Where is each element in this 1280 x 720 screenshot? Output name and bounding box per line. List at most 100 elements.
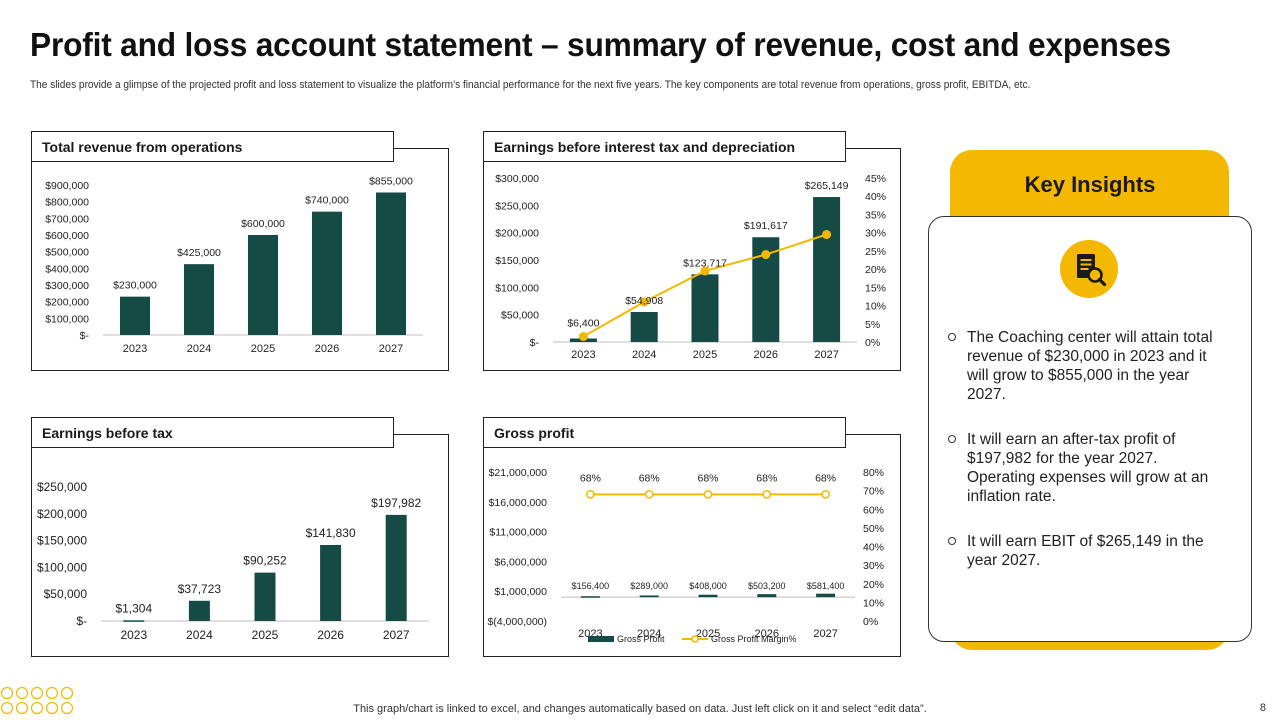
x-tick-label: 2024 <box>186 628 213 642</box>
bar-data-label: $123,717 <box>683 257 727 269</box>
legend-swatch-gross-profit <box>588 636 614 642</box>
y-tick-label: $250,000 <box>495 200 539 212</box>
bar-2026 <box>312 211 342 335</box>
bar-2027 <box>813 197 841 342</box>
bar-data-label: $90,252 <box>243 554 287 568</box>
bar-data-label: $581,400 <box>807 581 845 591</box>
ebitda-combo-chart[interactable]: $- $50,000 $100,000 $150,000 $200,000 $250,00… <box>483 131 901 371</box>
bar-data-label: $1,304 <box>115 601 152 615</box>
gross-profit-chart-title: Gross profit <box>483 417 846 448</box>
page-number: 8 <box>1259 702 1266 714</box>
y-tick-label: $- <box>530 337 540 349</box>
y2-tick-label: 10% <box>865 301 886 313</box>
y-tick-label: $- <box>76 614 87 628</box>
ebt-bar-chart[interactable]: $- $50,000 $100,000 $150,000 $200,000 $250,00… <box>31 417 449 657</box>
insights-title: Key Insights <box>1024 172 1156 197</box>
margin-data-label: 68% <box>756 472 777 484</box>
y-tick-label: $250,000 <box>37 480 87 494</box>
y-tick-label: $- <box>80 330 90 342</box>
y-tick-label: $11,000,000 <box>489 527 547 539</box>
y-tick-label: $16,000,000 <box>489 497 548 509</box>
bar-data-label: $197,982 <box>371 496 421 510</box>
y-tick-label: $500,000 <box>45 247 89 259</box>
y-tick-label: $400,000 <box>45 263 89 275</box>
y2-tick-label: 30% <box>863 560 884 572</box>
x-tick-label: 2027 <box>379 343 403 355</box>
bar-2027 <box>385 514 407 621</box>
margin-data-label: 68% <box>815 472 836 484</box>
document-search-icon <box>1060 240 1118 298</box>
margin-point-2026 <box>761 249 771 260</box>
revenue-bar-chart[interactable]: $- $100,000 $200,000 $300,000 $400,000 $500,0… <box>31 131 449 371</box>
margin-point-2024 <box>644 490 654 499</box>
margin-point-2023 <box>586 490 595 499</box>
x-tick-label: 2023 <box>571 349 595 361</box>
bar-data-label: $408,000 <box>689 581 727 591</box>
bar-2024 <box>184 264 214 335</box>
y2-tick-label: 40% <box>865 191 886 203</box>
legend-label: Gross Profit Margin% <box>711 634 797 644</box>
y-tick-label: $1,000,000 <box>494 586 547 598</box>
x-tick-label: 2025 <box>252 628 279 642</box>
bar-2024 <box>639 595 659 598</box>
x-tick-label: 2024 <box>632 349 656 361</box>
bar-2025 <box>248 235 278 335</box>
y2-tick-label: 50% <box>863 523 884 535</box>
y2-tick-label: 60% <box>863 504 884 516</box>
gross-profit-chart-panel[interactable]: Gross profit $(4,000,000) $1,000,000 $6,00… <box>483 417 901 657</box>
bar-data-label: $855,000 <box>369 176 413 188</box>
y-tick-label: $150,000 <box>37 534 87 548</box>
x-tick-label: 2025 <box>251 343 275 355</box>
bar-2024 <box>630 311 658 342</box>
y2-tick-label: 30% <box>865 228 886 240</box>
gross-profit-combo-chart[interactable]: $(4,000,000) $1,000,000 $6,000,000 $11,000,… <box>483 417 901 657</box>
y-tick-label: $200,000 <box>495 228 539 240</box>
y2-tick-label: 10% <box>863 597 884 609</box>
bar-2024 <box>188 600 210 621</box>
legend-label: Gross Profit <box>617 634 665 644</box>
bar-data-label: $503,200 <box>748 581 786 591</box>
bar-data-label: $191,617 <box>744 220 788 232</box>
x-tick-label: 2025 <box>696 628 720 640</box>
bar-2026 <box>320 544 342 621</box>
y2-tick-label: 80% <box>863 467 884 479</box>
y-tick-label: $6,000,000 <box>494 556 547 568</box>
bar-data-label: $289,000 <box>630 581 668 591</box>
margin-point-2026 <box>762 490 772 499</box>
y2-tick-label: 70% <box>863 486 884 498</box>
y-tick-label: $100,000 <box>37 560 87 574</box>
revenue-chart-panel[interactable]: Total revenue from operations $- $100,000… <box>31 131 449 371</box>
y-tick-label: $600,000 <box>45 230 89 242</box>
decorative-circles <box>0 686 74 715</box>
y-tick-label: $21,000,000 <box>489 467 548 479</box>
page-subtitle: The slides provide a glimpse of the proj… <box>30 79 1031 91</box>
bar-data-label: $6,400 <box>567 318 599 330</box>
bar-data-label: $54,908 <box>625 295 663 307</box>
bar-2027 <box>376 192 406 335</box>
bar-2023 <box>580 596 600 598</box>
margin-point-2025 <box>703 490 713 499</box>
margin-data-label: 68% <box>580 472 601 484</box>
bar-2027 <box>816 593 836 598</box>
x-tick-label: 2027 <box>814 349 838 361</box>
x-tick-label: 2023 <box>123 343 147 355</box>
ebitda-chart-title: Earnings before interest tax and depreci… <box>483 131 846 162</box>
bar-2023 <box>123 620 145 622</box>
x-tick-label: 2027 <box>813 628 837 640</box>
insight-item: It will earn EBIT of $265,149 in the yea… <box>948 532 1228 570</box>
bar-2023 <box>120 296 150 335</box>
y-tick-label: $700,000 <box>45 213 89 225</box>
y-tick-label: $300,000 <box>495 173 539 185</box>
insight-item: The Coaching center will attain total re… <box>948 328 1228 404</box>
ebitda-chart-panel[interactable]: Earnings before interest tax and depreci… <box>483 131 901 371</box>
bar-2025 <box>691 274 719 342</box>
legend-swatch-margin-point <box>691 635 699 643</box>
x-tick-label: 2026 <box>755 628 779 640</box>
y-tick-label: $800,000 <box>45 197 89 209</box>
margin-data-label: 68% <box>697 472 718 484</box>
margin-point-2024 <box>639 297 649 307</box>
insight-item: It will earn an after-tax profit of $197… <box>948 430 1228 506</box>
y-tick-label: $50,000 <box>44 587 88 601</box>
ebt-chart-panel[interactable]: Earnings before tax $- $50,000 $100,000 $15… <box>31 417 449 657</box>
bar-data-label: $37,723 <box>178 582 222 596</box>
